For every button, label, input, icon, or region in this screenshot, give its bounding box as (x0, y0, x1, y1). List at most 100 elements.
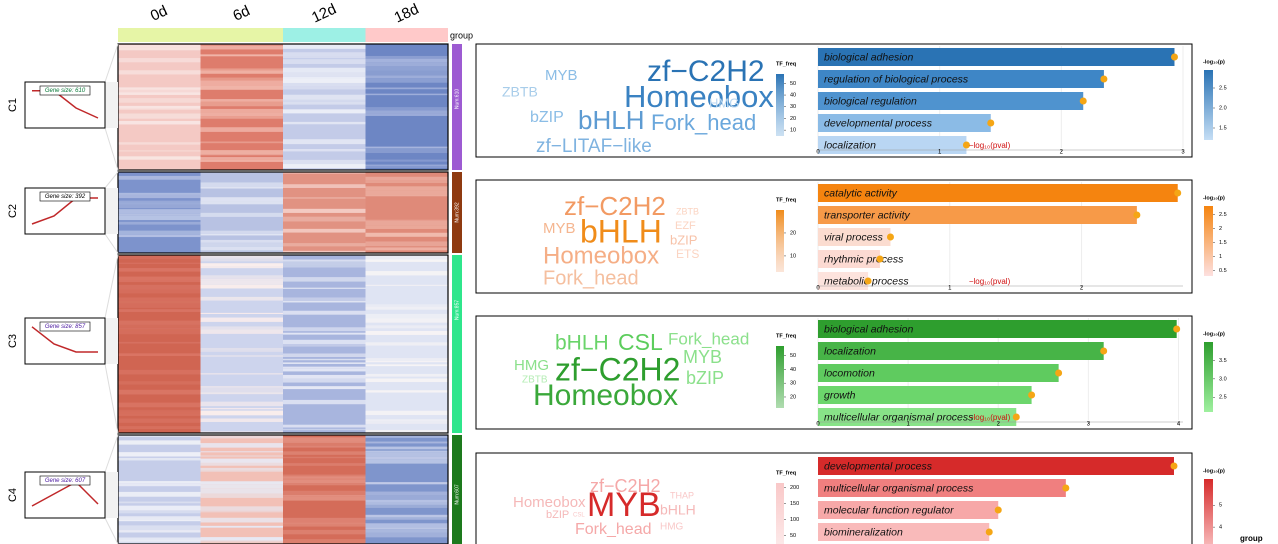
tf-word: zf−C2H2 (590, 476, 661, 496)
heatmap-stripe (200, 99, 283, 102)
heatmap-stripe (118, 324, 201, 328)
heatmap-stripe (118, 276, 201, 281)
go-bar (818, 92, 1084, 110)
heatmap-stripe (118, 297, 201, 301)
tf-word: Fork_head (543, 267, 639, 289)
tf-legend-title: TF_freq (776, 333, 796, 339)
heatmap-stripe (200, 182, 283, 187)
heatmap-stripe (118, 89, 201, 93)
heatmap-stripe (118, 491, 201, 497)
heatmap-stripe (200, 517, 283, 523)
x-tick-label: 3 (1087, 422, 1091, 428)
heatmap-stripe (118, 98, 201, 103)
heatmap-stripe (283, 428, 366, 431)
heatmap-stripe (118, 105, 201, 109)
heatmap-stripe (118, 255, 201, 260)
heatmap-stripe (365, 166, 448, 169)
heatmap-stripe (118, 142, 201, 145)
x-tick-label: 3 (1181, 150, 1185, 156)
heatmap-stripe (283, 216, 366, 222)
heatmap-stripe (365, 459, 448, 464)
heatmap-stripe (118, 435, 201, 438)
heatmap-stripe (118, 537, 201, 540)
heatmap-stripe (283, 76, 366, 79)
go-point (1100, 75, 1108, 83)
heatmap-stripe (365, 232, 448, 237)
tf-word: CSL (618, 329, 663, 355)
tf-word: MYB (543, 220, 576, 237)
tf-word: CSL (573, 513, 585, 519)
heatmap-stripe (118, 120, 201, 125)
p-legend-bar (1204, 479, 1213, 544)
heatmap-stripe (200, 373, 283, 375)
heatmap-stripe (118, 320, 201, 325)
column-band (365, 28, 448, 42)
heatmap-stripe (200, 392, 283, 395)
heatmap-stripe (365, 419, 448, 421)
heatmap-stripe (118, 525, 201, 531)
go-bar (818, 228, 891, 246)
heatmap-stripe (118, 389, 201, 395)
go-bar (818, 457, 1174, 475)
heatmap-stripe (200, 410, 283, 416)
heatmap-stripe (365, 66, 448, 71)
heatmap-stripe (118, 309, 201, 312)
connector (104, 171, 119, 189)
go-point (1133, 211, 1141, 219)
heatmap-stripe (365, 313, 448, 319)
group-bar (452, 172, 462, 253)
heatmap-stripe (283, 332, 366, 335)
tf-word: zf−C2H2 (555, 351, 680, 387)
p-legend-tick-label: 1 (1219, 254, 1222, 260)
heatmap-stripe (200, 401, 283, 407)
go-term-label: multicellular organismal process (824, 482, 974, 494)
heatmap-stripe (283, 139, 366, 145)
heatmap-stripe (118, 116, 201, 119)
heatmap-stripe (118, 481, 201, 484)
tf-legend-tick-label: 40 (790, 93, 796, 99)
heatmap-stripe (283, 301, 366, 303)
tf-word: HMG (660, 522, 684, 533)
go-point (1055, 369, 1063, 377)
heatmap-stripe (365, 325, 448, 329)
go-bar (818, 386, 1032, 404)
heatmap-stripe (118, 45, 201, 48)
connector (104, 254, 119, 319)
x-axis-label: −log₁₀(pval) (969, 277, 1011, 286)
heatmap-stripe (365, 107, 448, 111)
heatmap-stripe (283, 265, 366, 268)
heatmap-stripe (118, 58, 201, 63)
heatmap-stripe (118, 221, 201, 225)
tf-word: Fork_head (668, 329, 749, 348)
heatmap-stripe (365, 180, 448, 184)
go-point (1028, 391, 1036, 399)
heatmap-stripe (283, 456, 366, 459)
tf-word: Fork_head (575, 521, 652, 538)
go-term-label: developmental process (824, 117, 933, 129)
column-band (283, 28, 366, 42)
heatmap-stripe (118, 175, 201, 180)
heatmap-stripe (118, 327, 201, 330)
heatmap-stripe (200, 159, 283, 162)
heatmap-stripe (200, 276, 283, 279)
heatmap-stripe (200, 470, 283, 472)
heatmap-stripe (200, 540, 283, 543)
go-term-label: localization (824, 345, 876, 357)
tf-word: ZBTB (676, 206, 699, 216)
go-point (1079, 97, 1087, 105)
p-legend-title: -log₁₀(p) (1203, 468, 1225, 474)
heatmap-stripe (118, 200, 201, 203)
heatmap-stripe (200, 418, 283, 422)
tf-word: MYB (545, 67, 578, 84)
heatmap-stripe (200, 239, 283, 243)
heatmap-stripe (118, 289, 201, 294)
heatmap-stripe (283, 197, 366, 199)
heatmap-stripe (200, 212, 283, 217)
heatmap-stripe (200, 77, 283, 81)
go-term-label: biological adhesion (824, 323, 913, 335)
heatmap-stripe (283, 474, 366, 477)
go-point (864, 277, 872, 285)
heatmap-stripe (118, 381, 201, 385)
x-tick-label: 2 (997, 422, 1001, 428)
heatmap-stripe (200, 278, 283, 281)
